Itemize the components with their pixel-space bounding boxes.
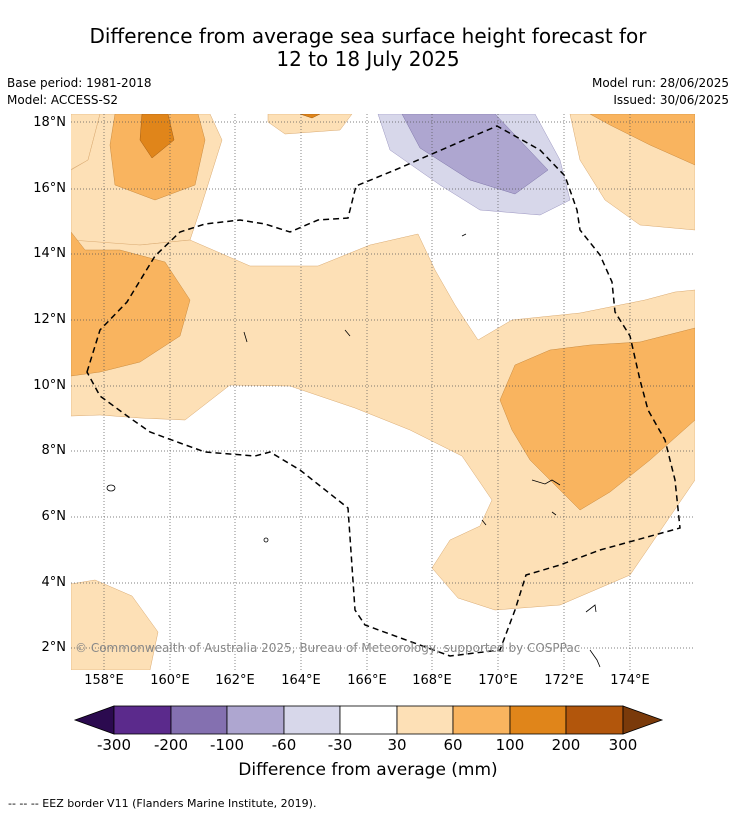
anomaly-60-100-region xyxy=(589,114,695,166)
base-period: Base period: 1981-2018 xyxy=(7,76,152,90)
colorbar-swatch xyxy=(396,705,454,735)
colorbar-tick: 300 xyxy=(608,736,638,754)
colorbar-swatch xyxy=(339,705,398,735)
colorbar-swatch xyxy=(170,705,228,735)
lon-label: 158°E xyxy=(84,673,124,688)
copyright-notice: © Commonwealth of Australia 2025, Bureau… xyxy=(75,641,581,655)
lon-label: 164°E xyxy=(281,673,321,688)
colorbar-swatch xyxy=(509,705,567,735)
colorbar-tick: -60 xyxy=(271,736,297,754)
lon-label: 160°E xyxy=(150,673,190,688)
anomaly-30-60-region xyxy=(71,579,159,670)
lat-label: 4°N xyxy=(41,575,67,590)
lon-label: 170°E xyxy=(478,673,518,688)
colorbar-tick: 200 xyxy=(551,736,581,754)
lon-label: 174°E xyxy=(610,673,650,688)
anomaly-60-100-region xyxy=(109,114,206,201)
colorbar-tick: -300 xyxy=(96,736,132,754)
grid-lines xyxy=(71,114,695,670)
lat-label: 6°N xyxy=(41,509,67,524)
colorbar-swatch xyxy=(226,705,285,735)
lon-label: 172°E xyxy=(544,673,584,688)
anomaly-100-200-region xyxy=(139,114,175,159)
lon-label: 168°E xyxy=(412,673,452,688)
colorbar-tick: -30 xyxy=(327,736,353,754)
eez-border xyxy=(86,125,681,657)
lat-label: 12°N xyxy=(33,312,66,327)
model-run: Model run: 28/06/2025 xyxy=(591,76,729,90)
lat-label: 16°N xyxy=(33,181,66,196)
map-area xyxy=(71,114,695,670)
lon-label: 162°E xyxy=(215,673,255,688)
islands xyxy=(106,233,601,668)
colorbar-swatch xyxy=(283,705,341,735)
colorbar-tick: 30 xyxy=(387,736,407,754)
colorbar-swatch xyxy=(73,705,115,735)
eez-legend-note: -- -- -- EEZ border V11 (Flanders Marine… xyxy=(8,797,317,810)
colorbar-tick: 100 xyxy=(495,736,525,754)
colorbar-swatch xyxy=(622,705,664,735)
map-title-line2: 12 to 18 July 2025 xyxy=(276,47,460,71)
colorbar-tick: -100 xyxy=(209,736,245,754)
colorbar xyxy=(73,705,664,735)
colorbar-tick: 60 xyxy=(443,736,463,754)
anomaly-neg60-neg100-region xyxy=(401,114,549,195)
issued-date: Issued: 30/06/2025 xyxy=(613,93,729,107)
lat-label: 8°N xyxy=(41,443,67,458)
lon-label: 166°E xyxy=(347,673,387,688)
colorbar-swatch xyxy=(565,705,624,735)
anomaly-30-60-region xyxy=(267,114,353,135)
colorbar-swatch xyxy=(113,705,172,735)
lat-label: 14°N xyxy=(33,246,66,261)
lat-label: 10°N xyxy=(33,378,66,393)
lat-label: 2°N xyxy=(41,640,67,655)
anomaly-60-100-region xyxy=(499,327,695,511)
model-name: Model: ACCESS-S2 xyxy=(7,93,119,107)
anomaly-60-100-region xyxy=(71,231,191,377)
lat-label: 18°N xyxy=(33,115,66,130)
map-title-line1: Difference from average sea surface heig… xyxy=(89,24,647,48)
colorbar-label: Difference from average (mm) xyxy=(238,760,498,780)
anomaly-30-60-region xyxy=(71,233,695,611)
colorbar-tick: -200 xyxy=(153,736,189,754)
colorbar-swatch xyxy=(452,705,511,735)
anomaly-100-200-region xyxy=(299,114,321,119)
